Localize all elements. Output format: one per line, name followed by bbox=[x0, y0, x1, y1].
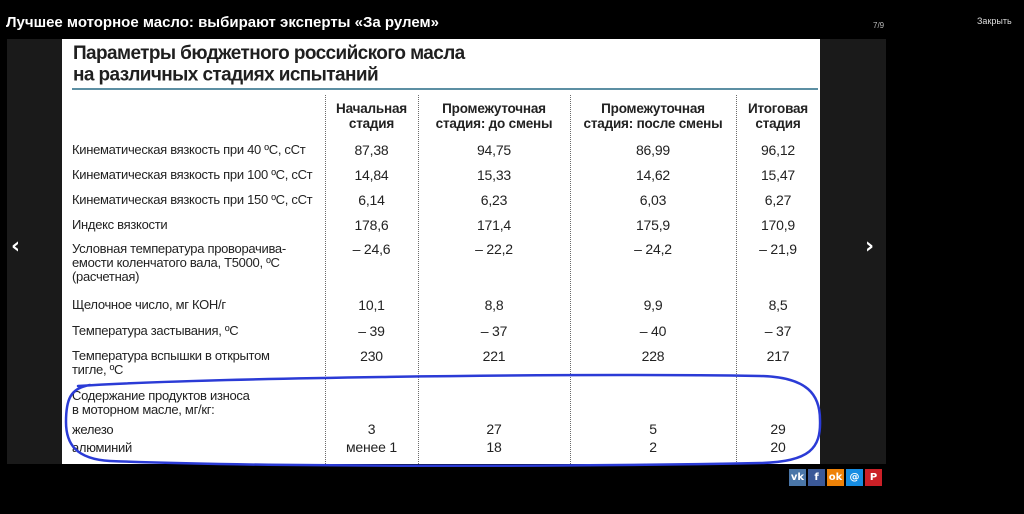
table-cell: 6,03 bbox=[639, 192, 667, 208]
column-header-line: Промежуточная bbox=[601, 101, 705, 116]
table-cell: 14,62 bbox=[635, 167, 671, 183]
table-title-line-2: на различных стадиях испытаний bbox=[73, 64, 379, 86]
table-cell: 5 bbox=[649, 421, 657, 437]
table-cell: 29 bbox=[770, 421, 786, 437]
row-label-line: (расчетная) bbox=[72, 269, 140, 284]
column-header-line: Итоговая bbox=[748, 101, 808, 116]
row-label: Содержание продуктов износа в моторном м… bbox=[72, 389, 250, 417]
row-label: алюминий bbox=[72, 440, 132, 455]
row-label: Кинематическая вязкость при 100 ºС, сСт bbox=[72, 167, 313, 182]
facebook-icon[interactable]: f bbox=[808, 469, 825, 486]
table-cell: 15,33 bbox=[476, 167, 512, 183]
row-label: железо bbox=[72, 422, 114, 437]
table-cell: 3 bbox=[367, 421, 376, 437]
row-label: Кинематическая вязкость при 150 ºС, сСт bbox=[72, 192, 313, 207]
row-label-line: емости коленчатого вала, Т5000, ºС bbox=[72, 255, 280, 270]
column-header-line: Начальная bbox=[336, 101, 407, 116]
table-cell: 18 bbox=[486, 439, 502, 455]
row-label-line: Температура вспышки в открытом bbox=[72, 348, 270, 363]
column-header-1: Начальная стадия bbox=[325, 101, 418, 131]
column-header-line: Промежуточная bbox=[442, 101, 546, 116]
moimir-icon[interactable]: @ bbox=[846, 469, 863, 486]
share-bar: vk f ok @ P bbox=[789, 469, 882, 487]
table-cell: – 21,9 bbox=[759, 241, 797, 257]
column-header-line: стадия: до смены bbox=[435, 116, 553, 131]
table-cell: 87,38 bbox=[354, 142, 389, 158]
close-button[interactable]: Закрыть bbox=[977, 16, 1012, 26]
odnoklassniki-icon[interactable]: ok bbox=[827, 469, 844, 486]
table-cell: 2 bbox=[649, 439, 657, 455]
row-label-line: тигле, ºС bbox=[72, 362, 124, 377]
table-cell: 6,23 bbox=[480, 192, 508, 208]
page-title: Лучшее моторное масло: выбирают эксперты… bbox=[6, 14, 439, 31]
row-label: Температура вспышки в открытом тигле, ºС bbox=[72, 349, 270, 377]
table-cell: 217 bbox=[766, 348, 790, 364]
table-cell: 6,27 bbox=[764, 192, 792, 208]
column-divider bbox=[418, 95, 419, 464]
pinterest-icon[interactable]: P bbox=[865, 469, 882, 486]
table-cell: – 37 bbox=[480, 323, 508, 339]
row-label-line: в моторном масле, мг/кг: bbox=[72, 402, 215, 417]
column-header-4: Итоговая стадия bbox=[736, 101, 820, 131]
slide-counter: 7/9 bbox=[873, 21, 885, 30]
column-header-line: стадия: после смены bbox=[583, 116, 723, 131]
table-cell: 20 bbox=[770, 439, 786, 455]
table-cell: 171,4 bbox=[476, 217, 512, 233]
table-cell: 86,99 bbox=[635, 142, 671, 158]
row-label: Кинематическая вязкость при 40 ºС, сСт bbox=[72, 142, 306, 157]
next-arrow-icon[interactable]: › bbox=[865, 234, 875, 259]
table-cell: 170,9 bbox=[760, 217, 796, 233]
table-cell: – 40 bbox=[639, 323, 667, 339]
table-cell: – 39 bbox=[358, 323, 385, 339]
column-header-line: стадия bbox=[348, 116, 395, 131]
table-cell: 230 bbox=[360, 348, 383, 364]
table-cell: 175,9 bbox=[635, 217, 671, 233]
row-label-line: Содержание продуктов износа bbox=[72, 388, 250, 403]
table-cell: 15,47 bbox=[760, 167, 796, 183]
table-cell: 6,14 bbox=[358, 192, 385, 208]
table-cell: – 22,2 bbox=[475, 241, 513, 257]
table-cell: менее 1 bbox=[346, 439, 397, 455]
column-divider bbox=[736, 95, 737, 464]
column-header-3: Промежуточная стадия: после смены bbox=[570, 101, 736, 131]
table-cell: 96,12 bbox=[760, 142, 796, 158]
table-cell: 178,6 bbox=[354, 217, 389, 233]
column-divider bbox=[325, 95, 326, 464]
table-cell: 8,5 bbox=[768, 297, 788, 313]
table-title: Параметры бюджетного российского масла н… bbox=[73, 43, 465, 86]
table-cell: 9,9 bbox=[643, 297, 663, 313]
vk-icon[interactable]: vk bbox=[789, 469, 806, 486]
table-cell: 14,84 bbox=[354, 167, 389, 183]
row-label: Условная температура проворачива- емости… bbox=[72, 242, 286, 284]
table-cell: 94,75 bbox=[476, 142, 512, 158]
row-label-line: Условная температура проворачива- bbox=[72, 241, 286, 256]
column-divider bbox=[570, 95, 571, 464]
table-cell: 8,8 bbox=[484, 297, 504, 313]
table-cell: – 24,2 bbox=[634, 241, 672, 257]
prev-arrow-icon[interactable]: ‹ bbox=[11, 234, 21, 259]
row-label: Индекс вязкости bbox=[72, 217, 168, 232]
table-cell: – 24,6 bbox=[352, 241, 391, 257]
column-header-2: Промежуточная стадия: до смены bbox=[418, 101, 570, 131]
column-header-line: стадия bbox=[755, 116, 801, 131]
row-label: Щелочное число, мг КОН/г bbox=[72, 297, 226, 312]
table-cell: 228 bbox=[641, 348, 665, 364]
table-cell: 10,1 bbox=[358, 297, 385, 313]
table-cell: 221 bbox=[482, 348, 506, 364]
row-label: Температура застывания, ºС bbox=[72, 323, 239, 338]
table-title-line-1: Параметры бюджетного российского масла bbox=[73, 42, 465, 64]
table-cell: 27 bbox=[486, 421, 502, 437]
table-cell: – 37 bbox=[764, 323, 792, 339]
title-rule bbox=[72, 88, 818, 90]
table-image: Параметры бюджетного российского масла н… bbox=[62, 39, 820, 464]
